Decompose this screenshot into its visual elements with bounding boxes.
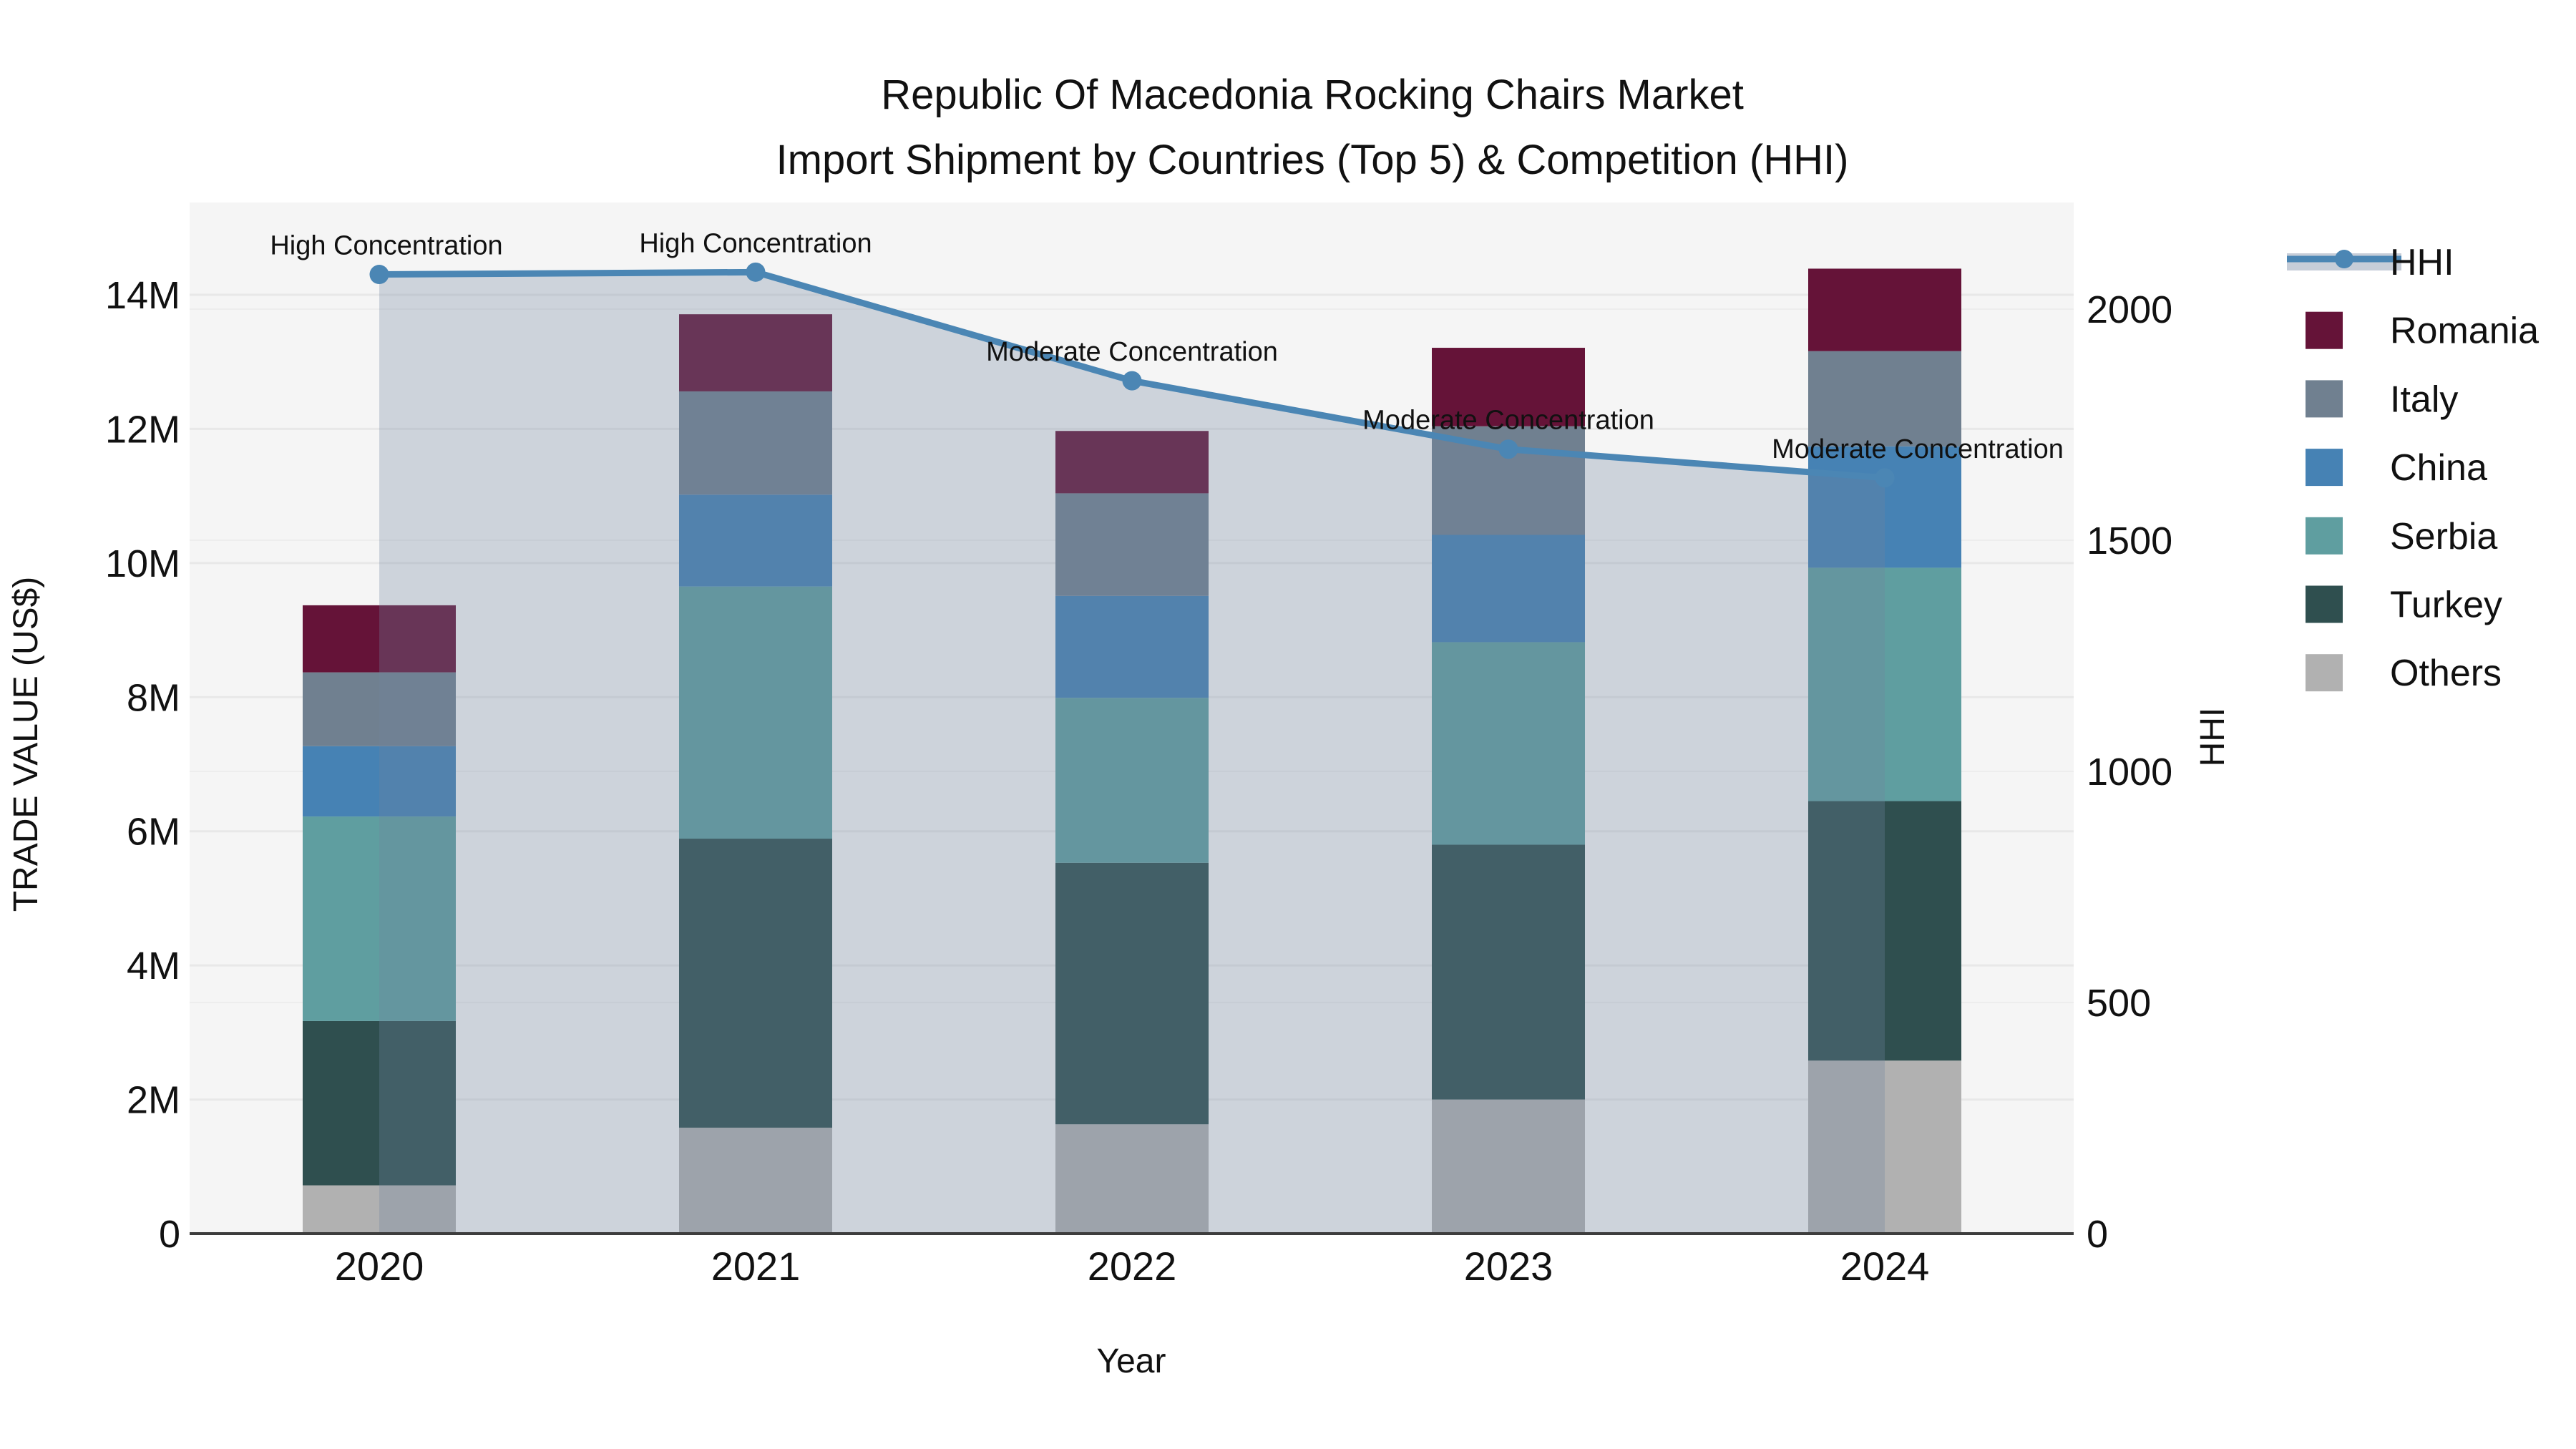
y-left-tick-8M: 8M <box>127 676 180 719</box>
y-right-axis-title: HHI <box>2194 708 2232 767</box>
bar-segment-turkey-2023[interactable] <box>1432 844 1585 1100</box>
legend-label-hhi: HHI <box>2390 242 2454 283</box>
x-tick-2024: 2024 <box>1840 1244 1930 1289</box>
legend-item-italy[interactable]: Italy <box>2306 379 2458 420</box>
legend-item-romania[interactable]: Romania <box>2306 311 2539 352</box>
bar-segment-china-2022[interactable] <box>1055 595 1209 698</box>
bar-segment-others-2021[interactable] <box>679 1127 832 1234</box>
y-left-tick-0: 0 <box>159 1213 180 1256</box>
legend-item-turkey[interactable]: Turkey <box>2306 585 2502 626</box>
bar-segment-turkey-2024[interactable] <box>1808 801 1961 1061</box>
y-left-tick-6M: 6M <box>127 811 180 854</box>
legend-item-china[interactable]: China <box>2306 447 2487 489</box>
hhi-marker-2020[interactable] <box>369 265 389 285</box>
bar-segment-italy-2020[interactable] <box>303 672 456 746</box>
legend-label-romania: Romania <box>2390 311 2539 352</box>
bar-segment-china-2024[interactable] <box>1808 446 1961 568</box>
legend-item-others[interactable]: Others <box>2306 653 2502 694</box>
bar-segment-others-2024[interactable] <box>1808 1060 1961 1234</box>
annotation-2023: Moderate Concentration <box>1362 406 1654 436</box>
bar-segment-italy-2024[interactable] <box>1808 351 1961 447</box>
chart-title-line2: Import Shipment by Countries (Top 5) & C… <box>776 137 1849 183</box>
bar-segment-turkey-2022[interactable] <box>1055 862 1209 1125</box>
legend-label-turkey: Turkey <box>2390 585 2502 626</box>
legend-swatch-serbia <box>2306 517 2343 555</box>
y-left-tick-14M: 14M <box>105 274 180 317</box>
y-left-tick-2M: 2M <box>127 1079 180 1122</box>
x-tick-2020: 2020 <box>335 1244 424 1289</box>
bar-segment-italy-2022[interactable] <box>1055 493 1209 596</box>
legend-swatch-italy <box>2306 380 2343 418</box>
bar-segment-romania-2022[interactable] <box>1055 431 1209 494</box>
y-right-tick-2000: 2000 <box>2087 288 2172 331</box>
bar-segment-romania-2023[interactable] <box>1432 348 1585 426</box>
legend-swatch-turkey <box>2306 585 2343 623</box>
bar-segment-serbia-2020[interactable] <box>303 816 456 1021</box>
chart-title-line1: Republic Of Macedonia Rocking Chairs Mar… <box>881 72 1744 118</box>
legend-item-serbia[interactable]: Serbia <box>2306 516 2497 557</box>
bar-segment-others-2023[interactable] <box>1432 1099 1585 1234</box>
bar-segment-serbia-2021[interactable] <box>679 586 832 839</box>
bar-segment-italy-2021[interactable] <box>679 391 832 495</box>
legend-hhi-marker <box>2335 250 2353 268</box>
bar-segment-romania-2024[interactable] <box>1808 268 1961 351</box>
bar-segment-others-2020[interactable] <box>303 1185 456 1234</box>
bar-segment-romania-2020[interactable] <box>303 605 456 673</box>
y-right-tick-1000: 1000 <box>2087 751 2172 794</box>
bar-segment-turkey-2020[interactable] <box>303 1020 456 1186</box>
y-left-axis-title: TRADE VALUE (US$) <box>7 577 45 912</box>
y-left-tick-12M: 12M <box>105 408 180 451</box>
hhi-marker-2024[interactable] <box>1875 468 1895 488</box>
legend-label-others: Others <box>2390 653 2502 694</box>
x-tick-2022: 2022 <box>1088 1244 1177 1289</box>
legend-label-italy: Italy <box>2390 379 2458 420</box>
annotation-2021: High Concentration <box>639 228 872 258</box>
bar-segment-romania-2021[interactable] <box>679 314 832 391</box>
legend-swatch-china <box>2306 449 2343 487</box>
legend-swatch-others <box>2306 654 2343 692</box>
hhi-marker-2023[interactable] <box>1498 439 1518 459</box>
hhi-area-fill <box>379 272 1885 1234</box>
bar-segment-turkey-2021[interactable] <box>679 839 832 1128</box>
bar-segment-china-2021[interactable] <box>679 494 832 587</box>
bar-segment-serbia-2024[interactable] <box>1808 567 1961 801</box>
hhi-marker-2022[interactable] <box>1122 371 1142 391</box>
y-right-tick-500: 500 <box>2087 982 2151 1025</box>
annotation-2022: Moderate Concentration <box>986 337 1278 367</box>
legend: HHI Romania Italy China Serbia Turkey Others <box>2287 242 2539 694</box>
plot-area: High Concentration High Concentration Mode… <box>105 203 2172 1289</box>
bar-segment-others-2022[interactable] <box>1055 1124 1209 1234</box>
legend-label-china: China <box>2390 447 2487 489</box>
x-tick-2021: 2021 <box>711 1244 801 1289</box>
y-left-tick-4M: 4M <box>127 945 180 987</box>
y-right-tick-0: 0 <box>2087 1213 2108 1256</box>
bar-segment-china-2020[interactable] <box>303 746 456 817</box>
y-right-tick-1500: 1500 <box>2087 519 2172 562</box>
y-left-tick-10M: 10M <box>105 542 180 585</box>
legend-label-serbia: Serbia <box>2390 516 2497 557</box>
legend-item-hhi[interactable]: HHI <box>2287 242 2454 283</box>
hhi-marker-2021[interactable] <box>746 262 766 282</box>
x-tick-2023: 2023 <box>1464 1244 1553 1289</box>
annotation-2020: High Concentration <box>270 231 502 261</box>
bar-segment-serbia-2022[interactable] <box>1055 698 1209 863</box>
bar-segment-serbia-2023[interactable] <box>1432 642 1585 845</box>
annotation-2024: Moderate Concentration <box>1772 434 2064 464</box>
bar-segment-china-2023[interactable] <box>1432 535 1585 643</box>
x-axis-title: Year <box>1097 1342 1166 1380</box>
legend-swatch-romania <box>2306 311 2343 349</box>
